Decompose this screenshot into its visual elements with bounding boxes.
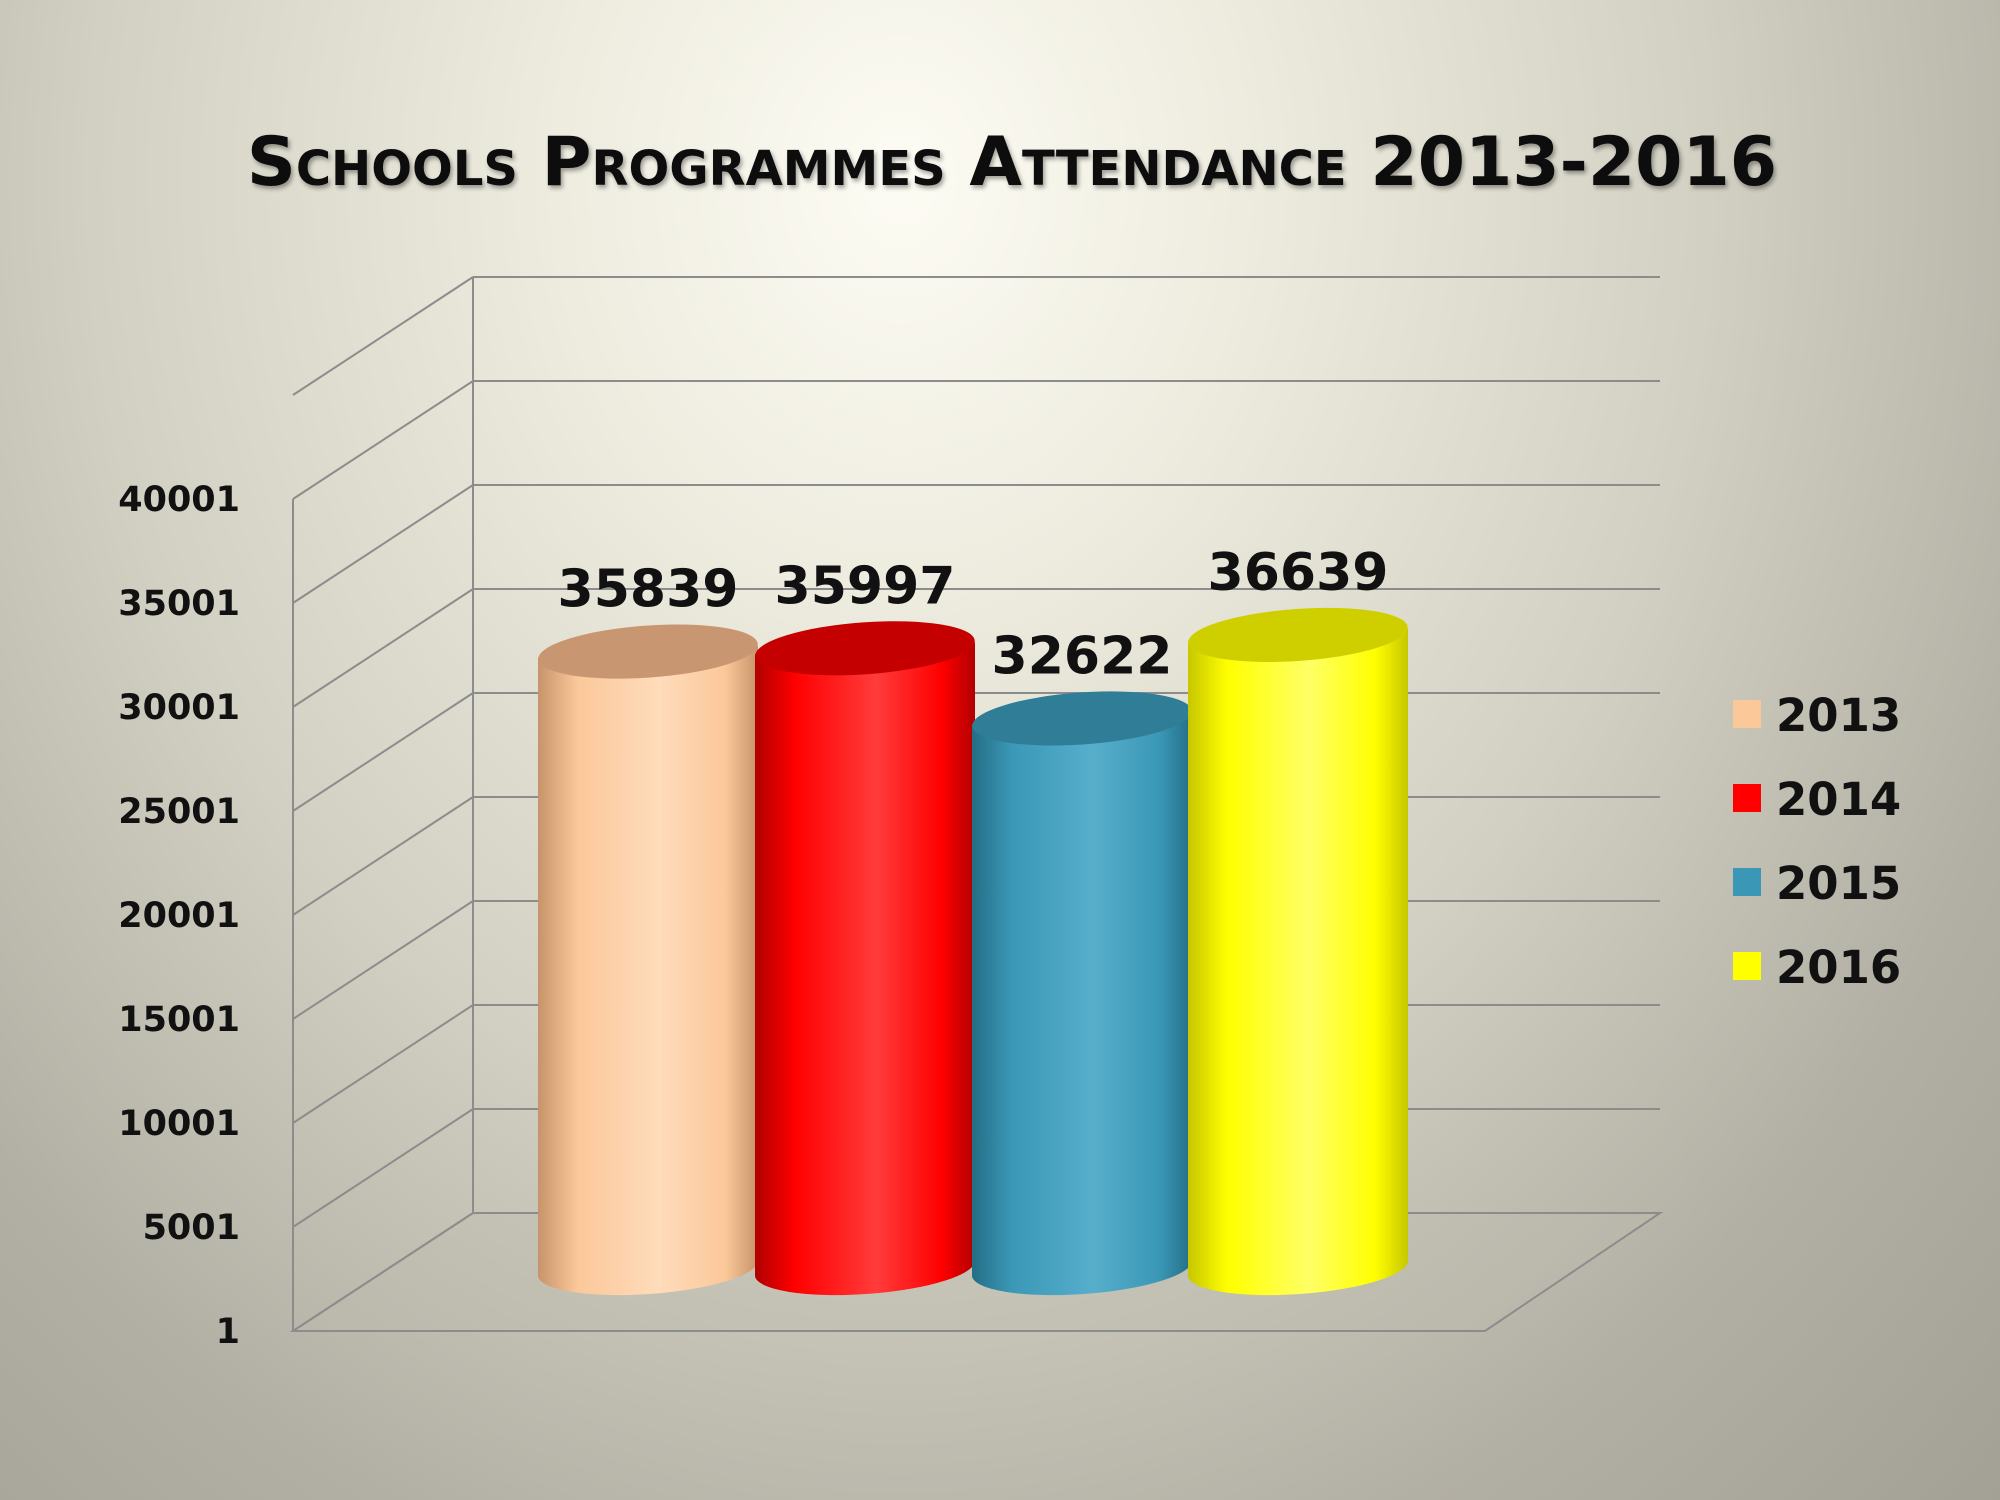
y-tick-label: 30001 (118, 688, 240, 728)
bar-2015 (972, 691, 1193, 1296)
side-gridline (292, 588, 474, 708)
chart-title: Schools Programmes Attendance 2013-2016 (247, 123, 1777, 202)
data-label: 35997 (775, 556, 956, 616)
y-tick-label: 5001 (143, 1208, 240, 1248)
bar-body (538, 645, 759, 1296)
bar-body (972, 712, 1193, 1296)
side-gridline (292, 692, 474, 812)
side-gridline (292, 900, 474, 1020)
y-tick-label: 20001 (118, 896, 240, 936)
bar-top (538, 624, 758, 679)
data-label: 36639 (1208, 543, 1389, 603)
legend-item: 2015 (1733, 857, 1901, 910)
bar-2014 (755, 621, 976, 1296)
legend-label: 2014 (1776, 773, 1901, 826)
bar-2016 (1188, 607, 1409, 1296)
legend-item: 2014 (1733, 773, 1901, 826)
bar-body (1188, 628, 1409, 1296)
side-gridline (292, 1108, 474, 1228)
legend-label: 2016 (1776, 941, 1901, 994)
data-labels: 35839 35997 32622 36639 (558, 543, 1389, 687)
bar-body (755, 642, 976, 1296)
side-gridline (292, 796, 474, 916)
bar-top (1188, 607, 1408, 662)
legend-swatch (1733, 784, 1761, 812)
side-gridline (292, 276, 474, 396)
y-tick-label: 40001 (118, 480, 240, 520)
bar-top (972, 691, 1192, 746)
legend-swatch (1733, 700, 1761, 728)
legend-swatch (1733, 868, 1761, 896)
side-gridline (292, 484, 474, 604)
legend-swatch (1733, 952, 1761, 980)
side-gridline (292, 380, 474, 500)
data-label: 32622 (992, 626, 1173, 686)
y-tick-label: 15001 (118, 1000, 240, 1040)
legend: 2013 2014 2015 2016 (1733, 689, 1901, 994)
bar-2013 (538, 624, 759, 1296)
legend-label: 2013 (1776, 689, 1901, 742)
legend-label: 2015 (1776, 857, 1901, 910)
bar-top (755, 621, 975, 676)
y-tick-label: 1 (216, 1312, 240, 1352)
data-label: 35839 (558, 560, 739, 620)
y-tick-label: 10001 (118, 1104, 240, 1144)
bars-layer (538, 607, 1409, 1296)
y-tick-label: 25001 (118, 792, 240, 832)
legend-item: 2016 (1733, 941, 1901, 994)
side-gridline (292, 1004, 474, 1124)
legend-item: 2013 (1733, 689, 1901, 742)
y-tick-label: 35001 (118, 584, 240, 624)
